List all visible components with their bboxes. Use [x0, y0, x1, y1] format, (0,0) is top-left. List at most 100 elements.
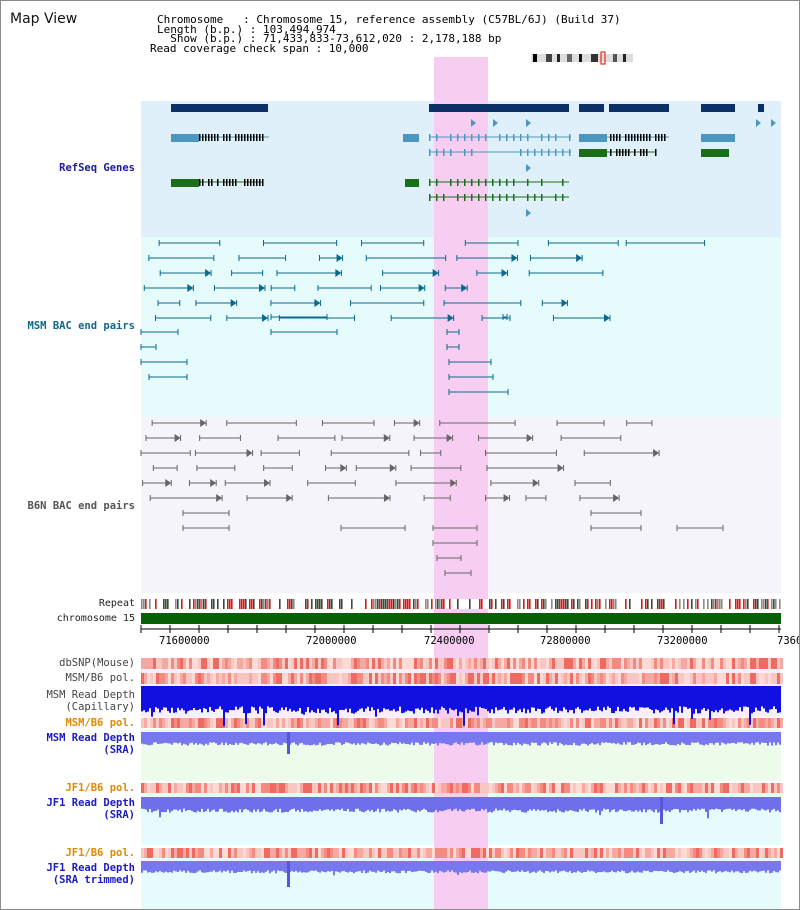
- read-depth-bar: [501, 686, 503, 710]
- heat-cell: [735, 783, 738, 793]
- repeat-element: [413, 599, 415, 609]
- read-depth-bar: [569, 686, 571, 711]
- read-depth-bar: [443, 686, 445, 709]
- heat-cell: [465, 783, 468, 793]
- read-depth-bar: [189, 797, 191, 811]
- heat-cell: [357, 718, 360, 728]
- bac-end-arrow: [389, 464, 396, 472]
- read-depth-bar: [477, 732, 479, 746]
- read-depth-bar: [369, 861, 371, 871]
- gene-exon: [625, 149, 627, 156]
- heat-cell: [324, 783, 327, 793]
- page-title: Map View: [10, 11, 78, 27]
- repeat-element: [405, 599, 407, 609]
- heat-cell: [432, 658, 435, 669]
- heat-cell: [648, 673, 651, 684]
- heat-cell: [225, 718, 228, 728]
- heat-cell: [684, 718, 687, 728]
- heat-cell: [606, 673, 609, 684]
- read-depth-bar: [719, 861, 721, 872]
- read-depth-bar: [645, 861, 647, 872]
- gene-exon: [513, 194, 515, 201]
- heat-cell: [369, 783, 372, 793]
- heat-cell: [510, 783, 513, 793]
- read-depth-bar: [273, 861, 275, 871]
- heat-cell: [510, 658, 513, 669]
- heat-cell: [351, 718, 354, 728]
- heat-cell: [753, 783, 756, 793]
- bac-end-arrow: [418, 284, 425, 292]
- read-depth-bar: [669, 732, 671, 746]
- read-depth-bar: [309, 732, 311, 746]
- repeat-element: [657, 599, 659, 609]
- heat-cell: [342, 848, 345, 858]
- heat-cell: [204, 673, 207, 684]
- read-depth-bar: [585, 732, 587, 745]
- gene-exon: [199, 134, 201, 141]
- read-depth-bar: [325, 797, 327, 810]
- read-depth-bar: [325, 861, 327, 873]
- heat-cell: [225, 783, 228, 793]
- read-depth-bar: [487, 861, 489, 872]
- read-depth-bar: [309, 686, 311, 713]
- read-depth-bar: [153, 686, 155, 713]
- read-depth-bar: [267, 732, 269, 746]
- repeat-element: [523, 599, 525, 609]
- read-depth-bar: [341, 797, 343, 809]
- repeat-label: Repeat: [98, 598, 135, 609]
- read-depth-bar: [607, 797, 609, 809]
- read-depth-bar: [721, 732, 723, 743]
- read-depth-bar: [403, 686, 405, 713]
- read-depth-bar: [605, 797, 607, 810]
- read-depth-bar: [441, 732, 443, 744]
- read-depth-bar: [381, 797, 383, 810]
- read-depth-bar: [435, 686, 437, 710]
- heat-cell: [558, 658, 561, 669]
- heat-cell: [396, 658, 399, 669]
- read-depth-bar: [731, 686, 733, 711]
- gene-exon: [499, 179, 501, 186]
- read-depth-bar: [433, 732, 435, 744]
- heat-cell: [780, 783, 783, 793]
- heat-cell: [363, 718, 366, 728]
- heat-cell: [573, 718, 576, 728]
- heat-cell: [627, 718, 630, 728]
- read-depth-bar: [393, 861, 395, 872]
- read-depth-bar: [657, 797, 659, 813]
- read-depth-bar: [735, 686, 737, 711]
- read-depth-bar: [613, 686, 615, 714]
- heat-cell: [339, 783, 342, 793]
- heat-cell: [417, 718, 420, 728]
- read-depth-bar: [161, 797, 163, 813]
- read-depth-bar: [373, 861, 375, 872]
- heat-cell: [540, 673, 543, 684]
- read-depth-bar: [159, 797, 161, 818]
- repeat-element: [503, 599, 505, 609]
- read-depth-bar: [635, 686, 637, 711]
- read-depth-bar: [573, 861, 575, 873]
- read-depth-bar: [577, 686, 579, 708]
- heat-cell: [654, 848, 657, 858]
- heat-cell: [750, 658, 753, 669]
- heat-cell: [153, 783, 156, 793]
- bac-end-arrow: [511, 254, 518, 262]
- dbsnp-label: dbSNP(Mouse): [59, 657, 135, 669]
- heat-cell: [687, 783, 690, 793]
- heat-cell: [162, 658, 165, 669]
- heat-cell: [402, 673, 405, 684]
- read-depth-bar: [691, 732, 693, 743]
- gene-exon: [450, 134, 452, 141]
- read-depth-bar: [463, 797, 465, 812]
- heat-cell: [690, 783, 693, 793]
- read-depth-bar: [731, 732, 733, 744]
- read-depth-bar: [155, 686, 157, 708]
- heat-cell: [366, 658, 369, 669]
- heat-cell: [702, 718, 705, 728]
- read-depth-bar: [463, 686, 465, 726]
- read-depth-bar: [385, 732, 387, 745]
- heat-cell: [444, 658, 447, 669]
- read-depth-bar: [365, 732, 367, 745]
- read-depth-bar: [677, 861, 679, 873]
- read-depth-bar: [363, 686, 365, 712]
